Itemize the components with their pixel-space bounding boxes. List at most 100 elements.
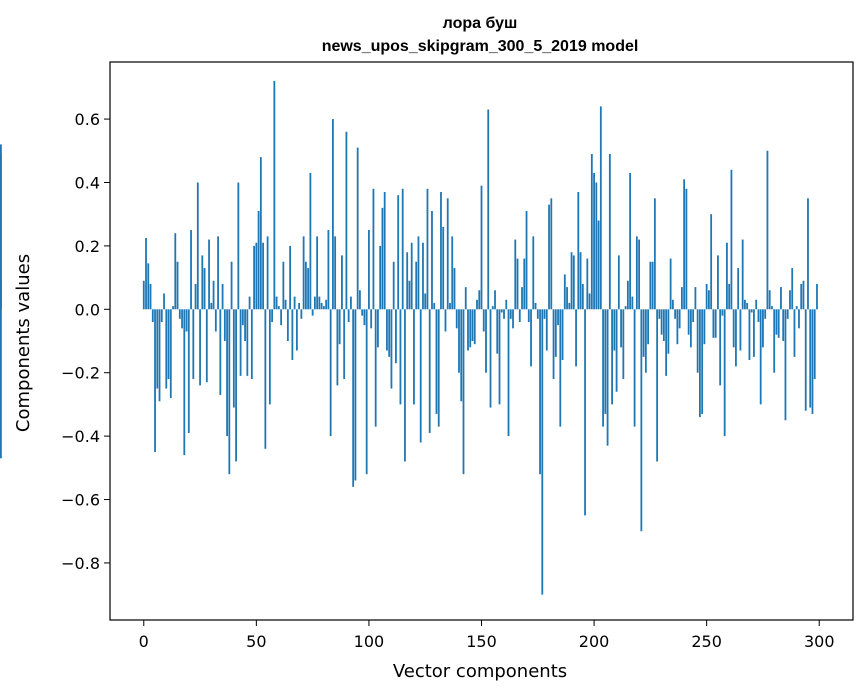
bar-163 — [509, 309, 512, 319]
bar-198 — [588, 293, 591, 310]
bar-11 — [167, 309, 170, 380]
bar-211 — [617, 255, 620, 310]
bar-19 — [185, 309, 188, 332]
bar-48 — [250, 309, 253, 380]
bar-79 — [320, 302, 323, 310]
bar-264 — [737, 268, 740, 310]
bar-17 — [181, 309, 183, 329]
bar-63 — [284, 299, 287, 310]
bar-251 — [708, 290, 710, 310]
bar-98 — [363, 309, 366, 326]
bar-128 — [431, 211, 433, 310]
bar-260 — [728, 283, 731, 310]
bar-259 — [726, 242, 728, 310]
y-tick-label: 0.0 — [75, 300, 100, 319]
bar-43 — [239, 309, 242, 376]
bar-14 — [174, 233, 177, 310]
bar-292 — [800, 283, 803, 310]
bar-269 — [748, 309, 751, 361]
bar-171 — [527, 309, 530, 322]
bar-282 — [777, 309, 780, 338]
bar-215 — [626, 280, 629, 310]
bar-157 — [496, 309, 499, 354]
bar-110 — [390, 309, 393, 389]
bar-238 — [678, 309, 681, 329]
bar-242 — [687, 309, 690, 335]
bar-68 — [295, 309, 298, 351]
bar-42 — [237, 182, 240, 310]
bar-27 — [203, 268, 206, 310]
bar-188 — [566, 287, 568, 310]
bar-139 — [455, 309, 458, 329]
bar-156 — [494, 290, 496, 310]
bar-231 — [662, 309, 665, 341]
bar-181 — [550, 198, 553, 310]
bar-185 — [559, 309, 562, 427]
bar-40 — [232, 309, 235, 408]
bar-140 — [458, 309, 460, 373]
bar-115 — [401, 188, 404, 310]
bar-195 — [581, 283, 584, 310]
bar-16 — [178, 309, 181, 319]
bar-141 — [460, 309, 463, 402]
y-tick-label: −0.2 — [61, 364, 100, 383]
x-axis-label: Vector components — [393, 661, 567, 682]
bar-298 — [813, 309, 816, 380]
y-tick-label: 0.2 — [75, 237, 100, 256]
bar-176 — [539, 309, 541, 475]
bar-121 — [415, 261, 418, 310]
bar-226 — [651, 261, 654, 310]
bar-153 — [487, 109, 490, 310]
bar-166 — [516, 258, 519, 310]
bar-299 — [816, 283, 818, 310]
bar-38 — [228, 309, 231, 475]
bar-130 — [435, 309, 438, 414]
bar-97 — [361, 309, 364, 316]
bar-30 — [210, 302, 213, 310]
bar-65 — [289, 245, 292, 310]
bar-119 — [410, 242, 413, 310]
bar-46 — [246, 309, 249, 376]
bar-90 — [345, 131, 348, 310]
x-tick-label: 50 — [246, 632, 266, 651]
bar-183 — [554, 309, 557, 357]
bar-76 — [313, 296, 316, 310]
bar-81 — [325, 299, 328, 310]
bar-237 — [676, 309, 679, 345]
bar-13 — [172, 306, 174, 310]
bar-230 — [660, 309, 663, 335]
bar-214 — [624, 306, 627, 310]
bar-283 — [780, 287, 782, 310]
bar-33 — [217, 236, 219, 310]
bar-236 — [674, 309, 677, 319]
bar-72 — [304, 261, 307, 310]
chart-title: лора буш — [443, 15, 518, 32]
bar-78 — [318, 296, 321, 310]
bar-85 — [334, 236, 337, 310]
chart-subtitle: news_upos_skipgram_300_5_2019 model — [322, 38, 639, 55]
bar-0 — [142, 280, 145, 310]
bar-41 — [235, 309, 237, 462]
bar-82 — [327, 230, 330, 310]
bar-45 — [244, 309, 246, 341]
bar-180 — [548, 204, 550, 310]
bar-268 — [746, 302, 749, 310]
bar-272 — [755, 299, 758, 310]
bar-39 — [230, 261, 233, 310]
bar-124 — [422, 242, 424, 310]
bar-133 — [442, 226, 445, 310]
bar-73 — [307, 268, 310, 310]
bar-126 — [426, 188, 429, 310]
bar-161 — [505, 299, 508, 310]
bar-223 — [644, 309, 647, 373]
bar-12 — [169, 309, 172, 399]
bar-210 — [615, 309, 618, 392]
bar-291 — [798, 309, 800, 329]
bar-222 — [642, 309, 645, 357]
bar-204 — [602, 309, 604, 427]
bar-216 — [629, 172, 631, 310]
bar-209 — [613, 309, 616, 351]
bar-189 — [568, 302, 571, 310]
bar-205 — [604, 309, 607, 414]
bar-59 — [275, 296, 278, 310]
